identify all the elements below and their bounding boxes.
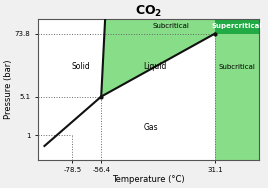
Text: Gas: Gas xyxy=(144,123,158,132)
Title: $\mathbf{CO_2}$: $\mathbf{CO_2}$ xyxy=(135,4,162,19)
Polygon shape xyxy=(101,19,215,97)
Text: Liquid: Liquid xyxy=(143,62,167,71)
Text: Solid: Solid xyxy=(72,62,90,71)
Bar xyxy=(215,33,259,160)
Text: Subcritical: Subcritical xyxy=(152,23,189,29)
X-axis label: Temperature (°C): Temperature (°C) xyxy=(112,175,185,184)
Text: Subcritical: Subcritical xyxy=(219,64,255,70)
Text: Supercritical: Supercritical xyxy=(212,23,262,29)
Y-axis label: Pressure (bar): Pressure (bar) xyxy=(4,60,13,119)
Bar xyxy=(215,19,259,33)
